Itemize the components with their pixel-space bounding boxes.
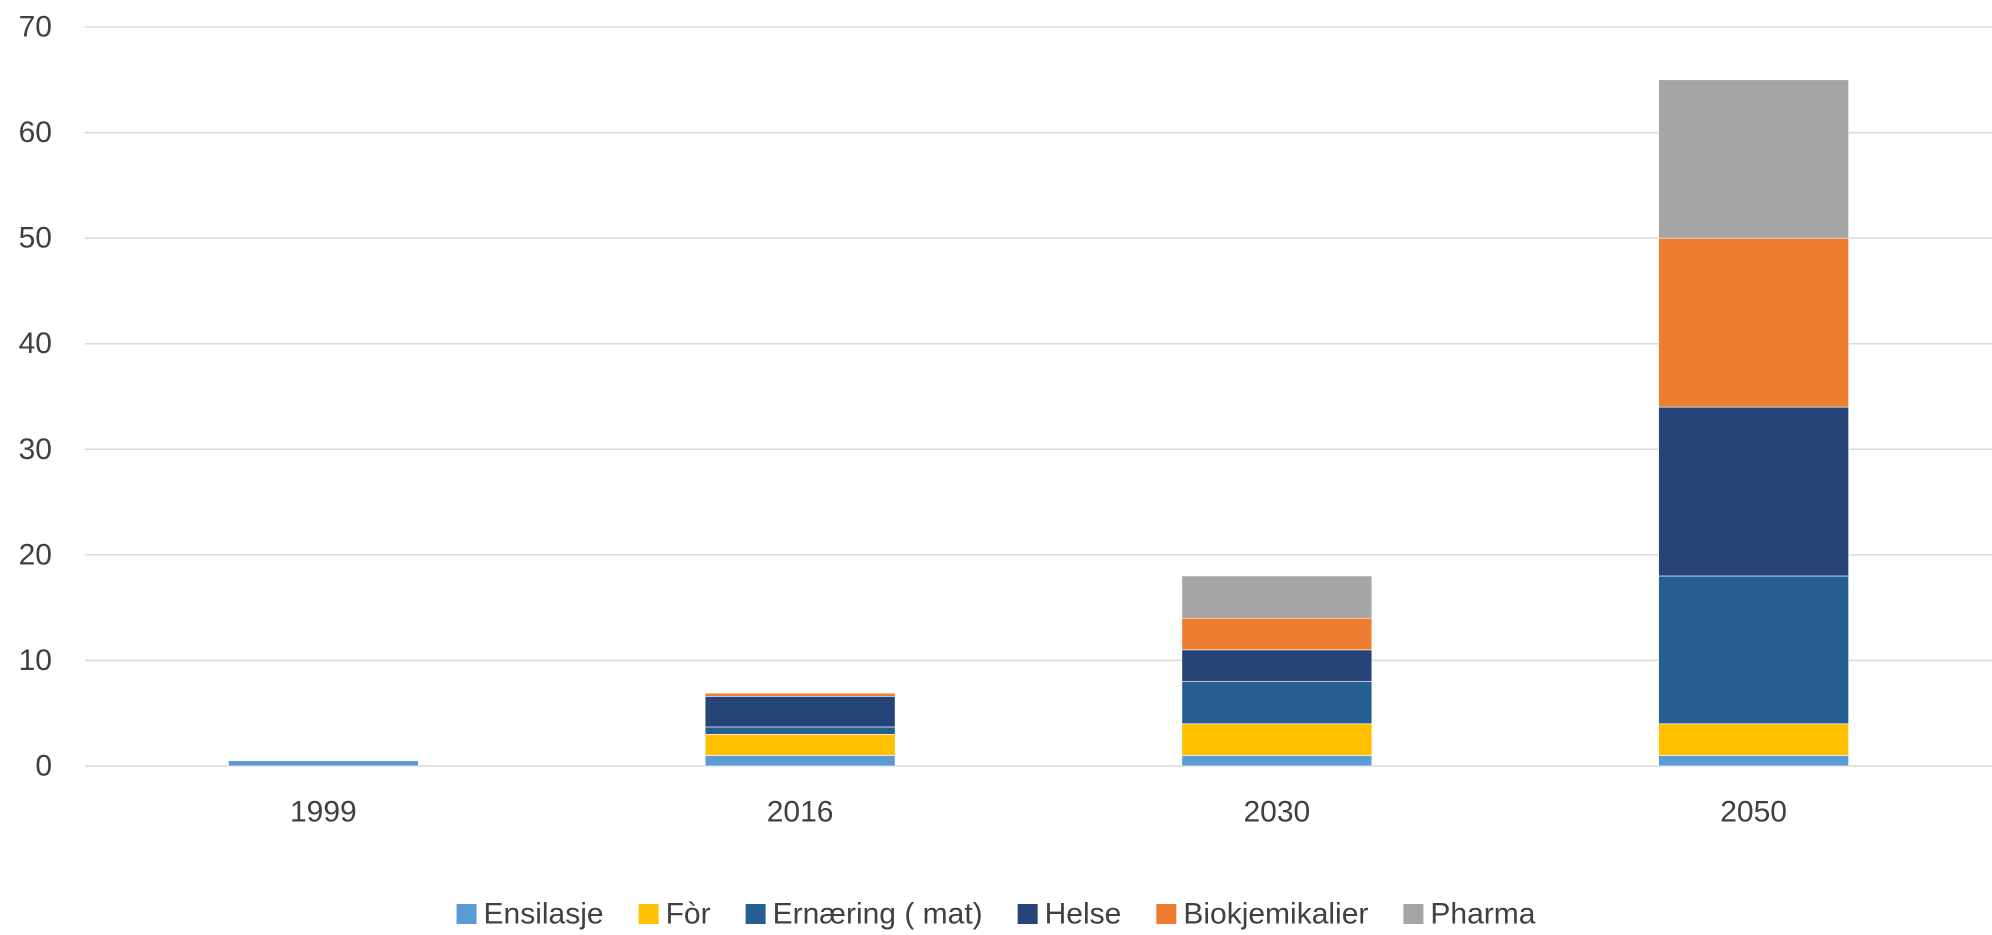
legend-label: Ensilasje bbox=[484, 898, 604, 931]
bar-segment-2050-2 bbox=[1658, 575, 1849, 725]
bar-segment-2016-0 bbox=[704, 755, 896, 767]
legend-swatch bbox=[456, 904, 477, 924]
bar-segment-2030-2 bbox=[1181, 681, 1373, 725]
bar-segment-2050-4 bbox=[1658, 237, 1849, 408]
legend-swatch bbox=[1403, 904, 1424, 924]
legend-item: Biokjemikalier bbox=[1156, 898, 1368, 931]
legend-label: Fòr bbox=[666, 898, 711, 931]
y-tick-label: 30 bbox=[19, 433, 52, 466]
legend-label: Biokjemikalier bbox=[1183, 898, 1368, 931]
bar-segment-1999-0 bbox=[228, 760, 419, 767]
y-tick-label: 10 bbox=[19, 644, 52, 677]
gridlines bbox=[85, 26, 1992, 767]
bars bbox=[228, 79, 1849, 767]
bar-segment-2030-1 bbox=[1181, 723, 1373, 756]
legend-item: Ensilasje bbox=[456, 898, 604, 931]
legend-item: Pharma bbox=[1403, 898, 1536, 931]
legend-item: Fòr bbox=[638, 898, 711, 931]
legend-swatch bbox=[745, 904, 766, 924]
bar-segment-2030-4 bbox=[1181, 617, 1373, 651]
y-tick-label: 70 bbox=[19, 11, 52, 44]
x-tick-label: 2030 bbox=[1244, 796, 1311, 829]
legend-label: Pharma bbox=[1430, 898, 1535, 931]
y-tick-label: 60 bbox=[19, 116, 52, 149]
y-tick-label: 20 bbox=[19, 538, 52, 571]
x-axis-ticks: 1999 2016 2030 2050 bbox=[290, 796, 1787, 829]
legend-label: Helse bbox=[1045, 898, 1122, 931]
legend-item: Helse bbox=[1017, 898, 1122, 931]
bar-segment-2016-3 bbox=[704, 696, 896, 728]
legend-swatch bbox=[1156, 904, 1177, 924]
bar-segment-2030-0 bbox=[1181, 755, 1373, 767]
bar-segment-2016-4 bbox=[704, 692, 896, 697]
x-tick-label: 2050 bbox=[1720, 796, 1787, 829]
legend-item: Ernæring ( mat) bbox=[745, 898, 983, 931]
y-tick-label: 40 bbox=[19, 327, 52, 360]
bar-segment-2050-0 bbox=[1658, 755, 1849, 767]
bar-segment-2016-1 bbox=[704, 734, 896, 756]
bar-segment-2030-3 bbox=[1181, 649, 1373, 682]
bar-segment-2016-2 bbox=[704, 726, 896, 735]
bar-segment-2050-1 bbox=[1658, 723, 1849, 756]
x-tick-label: 1999 bbox=[290, 796, 357, 829]
bar-segment-2050-5 bbox=[1658, 79, 1849, 239]
bar-segment-2030-5 bbox=[1181, 575, 1373, 619]
y-tick-label: 50 bbox=[19, 222, 52, 255]
y-tick-label: 0 bbox=[35, 750, 52, 783]
y-axis-ticks: 0 10 20 30 40 50 60 70 bbox=[19, 11, 52, 783]
legend-swatch bbox=[1017, 904, 1038, 924]
legend-label: Ernæring ( mat) bbox=[773, 898, 983, 931]
x-tick-label: 2016 bbox=[767, 796, 834, 829]
bar-segment-2050-3 bbox=[1658, 406, 1849, 577]
legend-swatch bbox=[638, 904, 659, 924]
legend: Ensilasje Fòr Ernæring ( mat) Helse Biokjemi… bbox=[456, 898, 1536, 931]
